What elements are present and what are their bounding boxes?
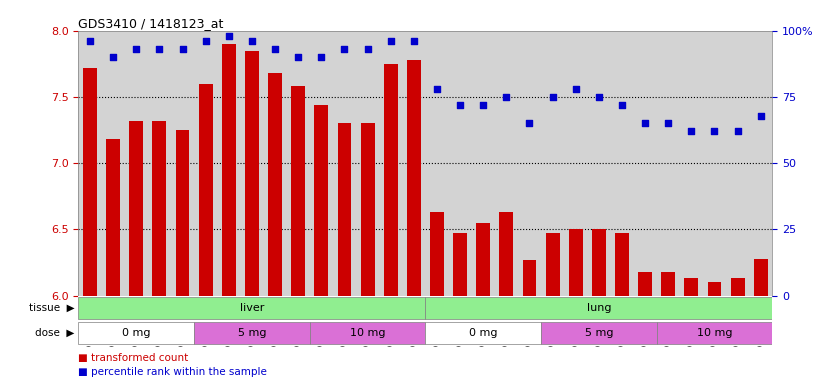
Bar (546, 233, 559, 296)
Bar (107, 139, 120, 296)
Text: 10 mg: 10 mg (697, 328, 732, 338)
Bar (268, 73, 282, 296)
Text: dose  ▶: dose ▶ (35, 328, 74, 338)
Point (546, 94, 559, 100)
Bar (315, 105, 328, 296)
Point (245, 38, 259, 45)
Bar (130, 121, 143, 296)
Point (199, 38, 212, 45)
Point (477, 102, 490, 108)
Point (407, 38, 420, 45)
Bar (425, 322, 541, 344)
Point (130, 46, 143, 52)
Point (153, 46, 166, 52)
Text: 5 mg: 5 mg (585, 328, 613, 338)
Bar (384, 64, 397, 296)
Bar (731, 278, 744, 296)
Text: liver: liver (240, 303, 264, 313)
Bar (541, 322, 657, 344)
Point (685, 128, 698, 134)
Bar (292, 86, 305, 296)
Text: tissue  ▶: tissue ▶ (29, 303, 74, 313)
Point (222, 33, 235, 39)
Bar (78, 297, 425, 319)
Bar (477, 223, 490, 296)
Bar (592, 230, 605, 296)
Point (523, 121, 536, 127)
Point (592, 94, 605, 100)
Bar (453, 233, 467, 296)
Bar (523, 260, 536, 296)
Bar (83, 68, 97, 296)
Bar (615, 233, 629, 296)
Point (83, 38, 97, 45)
Point (384, 38, 397, 45)
Text: lung: lung (586, 303, 611, 313)
Text: 0 mg: 0 mg (122, 328, 150, 338)
Point (176, 46, 189, 52)
Bar (407, 60, 420, 296)
Point (268, 46, 282, 52)
Bar (569, 230, 582, 296)
Bar (754, 258, 767, 296)
Bar (361, 124, 374, 296)
Text: ■ transformed count: ■ transformed count (78, 353, 188, 363)
Bar (310, 322, 425, 344)
Text: 5 mg: 5 mg (238, 328, 266, 338)
Bar (78, 322, 194, 344)
Bar (245, 51, 259, 296)
Text: ■ percentile rank within the sample: ■ percentile rank within the sample (78, 366, 268, 377)
Point (107, 54, 120, 60)
Bar (685, 278, 698, 296)
Bar (657, 322, 772, 344)
Bar (194, 322, 310, 344)
Bar (338, 124, 351, 296)
Point (361, 46, 374, 52)
Bar (708, 283, 721, 296)
Point (638, 121, 652, 127)
Bar (176, 130, 189, 296)
Point (569, 86, 582, 92)
Text: 10 mg: 10 mg (350, 328, 385, 338)
Bar (199, 84, 212, 296)
Bar (222, 44, 235, 296)
Bar (662, 272, 675, 296)
Point (315, 54, 328, 60)
Bar (425, 297, 772, 319)
Point (453, 102, 467, 108)
Point (615, 102, 629, 108)
Text: 0 mg: 0 mg (469, 328, 497, 338)
Point (500, 94, 513, 100)
Point (430, 86, 444, 92)
Point (731, 128, 744, 134)
Point (292, 54, 305, 60)
Bar (430, 212, 444, 296)
Point (662, 121, 675, 127)
Point (338, 46, 351, 52)
Text: GDS3410 / 1418123_at: GDS3410 / 1418123_at (78, 17, 224, 30)
Bar (638, 272, 652, 296)
Bar (500, 212, 513, 296)
Point (754, 113, 767, 119)
Bar (153, 121, 166, 296)
Point (708, 128, 721, 134)
